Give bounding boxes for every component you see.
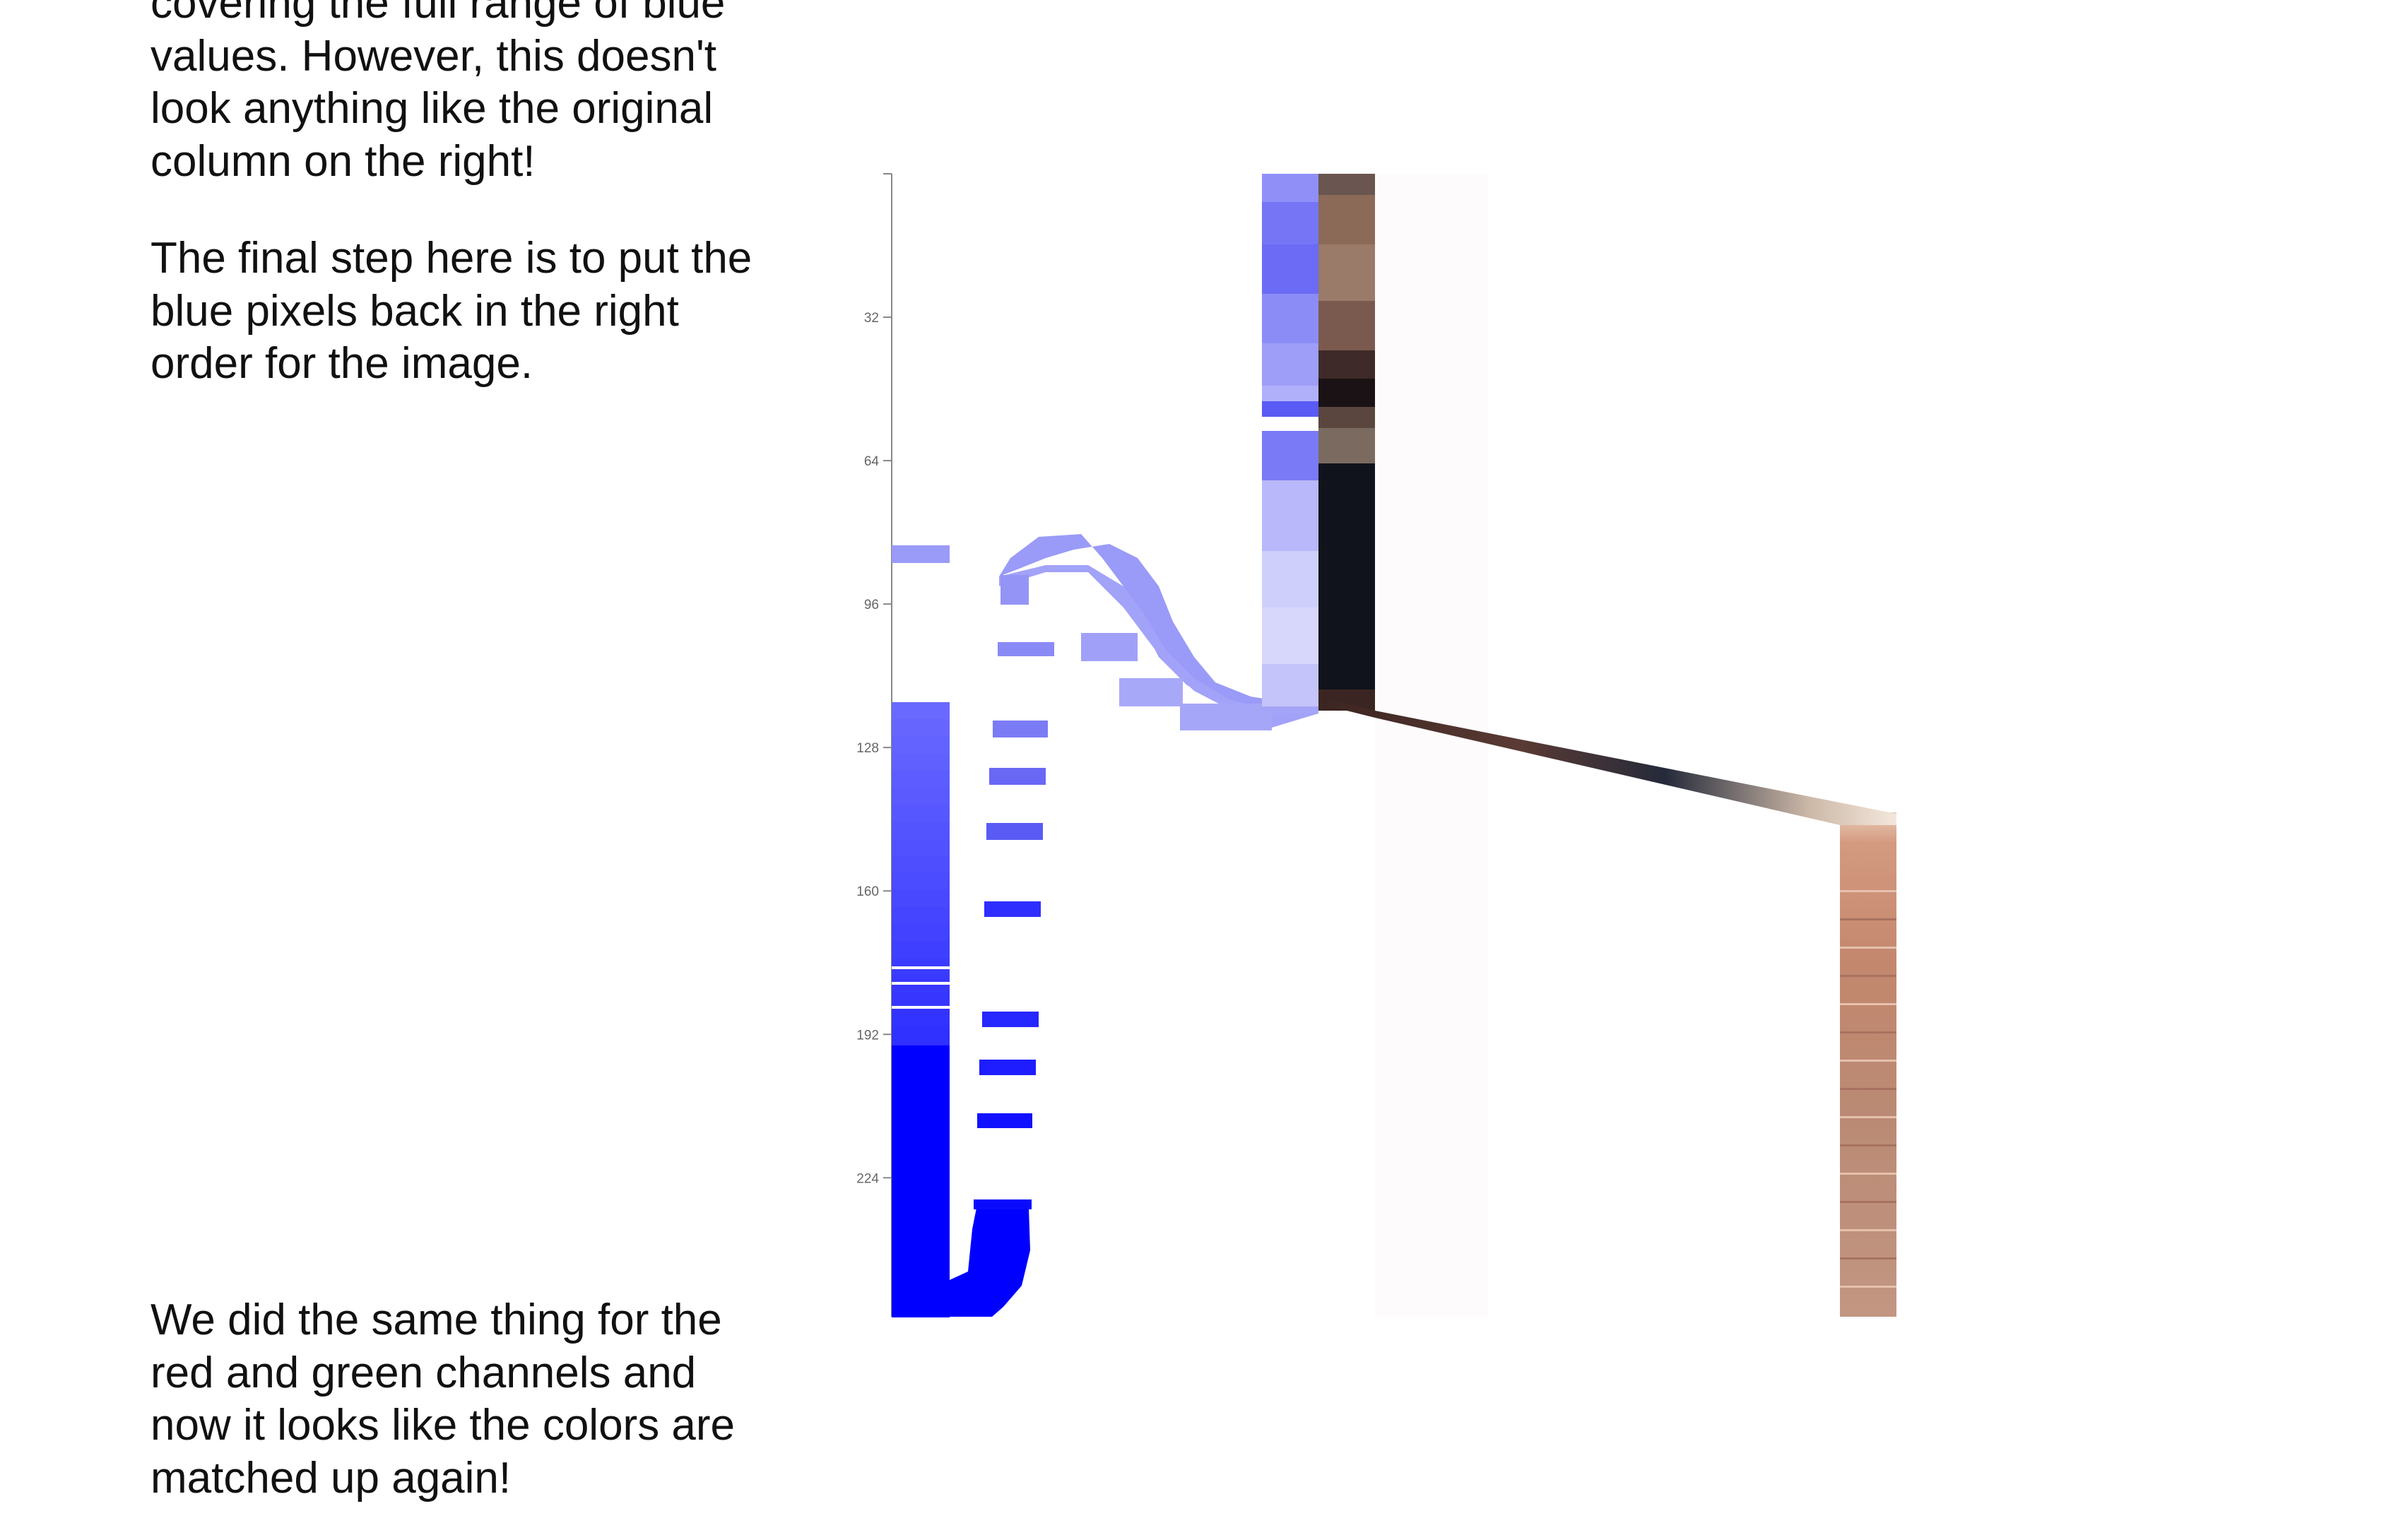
blue-curve-block — [1081, 633, 1138, 661]
image-column-pixel — [1318, 244, 1375, 301]
blue-pixel-band — [892, 855, 950, 874]
blue-pixel-bar — [989, 768, 1046, 785]
blue-pixel-band — [892, 736, 950, 754]
blue-column-gap — [892, 982, 950, 985]
blue-pixel-band — [892, 702, 950, 721]
blue-pixel-band — [892, 889, 950, 908]
blue-channel-pixel — [1262, 202, 1318, 244]
blue-pixel-bar — [986, 823, 1043, 840]
skin-column — [1840, 812, 1896, 1317]
blue-pixel-band — [892, 941, 950, 959]
image-column-pixel — [1318, 195, 1375, 244]
blue-column-gap — [892, 1006, 950, 1009]
blue-channel-pixel — [1262, 174, 1318, 202]
axis-tick-label: 160 — [856, 884, 879, 899]
skin-column-streak — [1840, 1116, 1896, 1118]
blue-pixel-band — [892, 1009, 950, 1028]
axis-tick-label: 96 — [864, 598, 879, 612]
image-column-pixel — [1318, 379, 1375, 407]
ghost-column — [1375, 174, 1488, 1317]
blue-channel-pixel — [1262, 608, 1318, 664]
skin-column-streak — [1840, 1201, 1896, 1203]
blue-pixel-band — [892, 805, 950, 823]
blue-curve-hook — [892, 1045, 1030, 1317]
axis-tick-label: 32 — [864, 311, 879, 326]
blue-pixel-band — [892, 822, 950, 840]
blue-pixel-bar — [977, 1113, 1032, 1128]
blue-channel-pixel — [1262, 386, 1318, 401]
blue-pixel-band — [892, 545, 950, 563]
blue-pixel-bar — [974, 1199, 1032, 1209]
axis-tick-label: 64 — [864, 454, 880, 469]
blue-curve-wave — [999, 534, 1318, 715]
connector-band — [1318, 697, 1896, 825]
blue-channel-pixel — [1262, 551, 1318, 608]
blue-channel-pixel — [1262, 664, 1318, 706]
image-column-pixel — [1318, 350, 1375, 379]
blue-pixel-bar — [982, 1012, 1039, 1027]
intro-paragraph: covering the full range of blue values. … — [150, 0, 726, 186]
skin-column-streak — [1840, 1144, 1896, 1146]
final-step-paragraph: The final step here is to put the blue p… — [150, 234, 752, 388]
skin-column-streak — [1840, 1031, 1896, 1033]
axis-tick-label: 192 — [856, 1028, 879, 1043]
blue-channel-pixel — [1262, 417, 1318, 431]
column-connector — [1318, 697, 1896, 825]
image-column-pixel — [1318, 463, 1375, 668]
blue-pixel-bar — [998, 642, 1054, 656]
blue-pixel-band — [892, 770, 950, 788]
blue-channel-pixel — [1262, 244, 1318, 294]
blue-curve-block — [1119, 678, 1183, 706]
skin-column-streak — [1840, 1060, 1896, 1062]
blue-channel-pixel — [1262, 294, 1318, 343]
channels-paragraph: We did the same thing for the red and gr… — [150, 1296, 736, 1503]
blue-pixel-band — [892, 787, 950, 805]
axis-tick-label: 224 — [856, 1171, 879, 1186]
image-column-pixel — [1318, 428, 1375, 463]
blue-channel-pixel — [1262, 343, 1318, 386]
skin-column-streak — [1840, 1257, 1896, 1260]
blue-pixel-band — [892, 838, 950, 857]
skin-column-streak — [1840, 1088, 1896, 1090]
skin-column-streak — [1840, 1173, 1896, 1175]
skin-column-streak — [1840, 1003, 1896, 1005]
skin-column-streak — [1840, 947, 1896, 949]
blue-pixel-band — [892, 924, 950, 942]
blue-pixel-bar — [984, 901, 1041, 917]
blue-column-gap — [892, 966, 950, 969]
value-axis: 32 64 96 128 160 192 224 — [856, 173, 892, 1317]
blue-pixel-band — [892, 753, 950, 771]
blue-pixel-band — [892, 1026, 950, 1045]
blue-pixel-bar — [979, 1060, 1036, 1075]
blue-pixel-band — [892, 872, 950, 891]
blue-channel-pixel — [1262, 431, 1318, 480]
skin-column-streak — [1840, 975, 1896, 977]
blue-pixel-band — [892, 907, 950, 925]
blue-curve-wave — [999, 565, 1318, 728]
image-columns — [1262, 174, 1896, 1317]
blue-pixel-band — [892, 719, 950, 737]
image-column-pixel — [1318, 174, 1375, 195]
skin-column-streak — [1840, 1286, 1896, 1288]
image-column-pixel — [1318, 301, 1375, 350]
blue-pixel-bar — [993, 721, 1048, 737]
skin-column-streak — [1840, 890, 1896, 892]
skin-column-streak — [1840, 1229, 1896, 1231]
image-column-pixel — [1318, 407, 1375, 428]
skin-column-streak — [1840, 918, 1896, 920]
axis-tick-label: 128 — [856, 741, 879, 756]
blue-channel-pixel — [1262, 401, 1318, 417]
image-column-pixel — [1318, 668, 1375, 689]
blue-transition-curve — [892, 534, 1318, 1317]
blue-curve-block — [1180, 704, 1272, 730]
blue-channel-pixel — [1262, 706, 1318, 713]
blue-curve-block — [1001, 575, 1029, 605]
blue-channel-pixel — [1262, 480, 1318, 551]
